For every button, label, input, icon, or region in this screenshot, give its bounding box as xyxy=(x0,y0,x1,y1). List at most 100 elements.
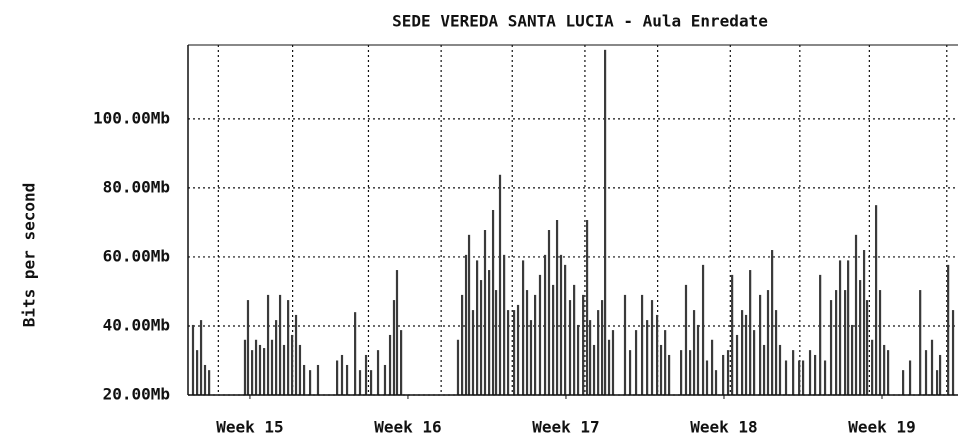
bar xyxy=(395,270,399,395)
bar xyxy=(680,350,683,395)
bar xyxy=(607,339,611,395)
bar xyxy=(628,350,632,395)
bar xyxy=(600,300,604,395)
bar xyxy=(823,360,827,395)
bar xyxy=(871,339,874,395)
bar xyxy=(246,300,250,395)
bar xyxy=(243,339,247,395)
bar xyxy=(275,320,278,395)
bar xyxy=(400,330,403,395)
bar xyxy=(568,300,572,395)
bar xyxy=(710,339,714,395)
bar xyxy=(287,300,290,395)
bar xyxy=(464,254,468,395)
bar xyxy=(930,339,934,395)
bar xyxy=(664,330,667,395)
bar xyxy=(538,274,542,395)
y-tick-label: 20.00Mb xyxy=(103,385,170,404)
bar xyxy=(771,250,774,395)
bar xyxy=(191,324,195,395)
bar xyxy=(667,354,671,395)
bar xyxy=(533,294,537,395)
bar xyxy=(731,274,734,395)
bar xyxy=(714,370,718,395)
bar xyxy=(196,350,199,395)
bar xyxy=(838,260,842,395)
bar xyxy=(766,290,770,395)
bar xyxy=(740,310,744,395)
y-tick-label: 80.00Mb xyxy=(103,177,170,196)
bar xyxy=(316,364,320,395)
bar xyxy=(340,354,344,395)
bar xyxy=(883,344,886,395)
bar xyxy=(559,254,563,395)
bar xyxy=(603,49,607,396)
bar xyxy=(266,294,270,395)
bar xyxy=(582,294,585,395)
bar xyxy=(456,339,460,395)
bar xyxy=(290,334,294,395)
bar xyxy=(258,344,262,395)
bar xyxy=(588,320,592,395)
y-axis-label: Bits per second xyxy=(20,183,39,328)
bar xyxy=(774,310,778,395)
x-tick-label: Week 16 xyxy=(374,418,441,437)
bar xyxy=(354,312,357,395)
bar xyxy=(784,360,788,395)
bar xyxy=(847,260,850,395)
bar xyxy=(358,370,362,395)
x-tick-label: Week 19 xyxy=(848,418,915,437)
bar xyxy=(376,350,380,395)
bar xyxy=(684,284,688,395)
bar xyxy=(512,310,516,395)
bar xyxy=(634,330,638,395)
bar xyxy=(854,234,858,395)
bar xyxy=(308,370,312,395)
x-tick-label: Week 18 xyxy=(690,418,757,437)
bar xyxy=(759,294,762,395)
bar xyxy=(722,354,725,395)
x-tick-label: Week 17 xyxy=(532,418,599,437)
bar xyxy=(471,310,475,395)
bar xyxy=(859,280,862,395)
x-tick-label: Week 15 xyxy=(216,418,283,437)
bar xyxy=(483,230,487,395)
bar xyxy=(726,350,730,395)
bar xyxy=(735,334,739,395)
bar xyxy=(749,270,752,395)
bar xyxy=(364,354,368,395)
bar xyxy=(388,334,392,395)
bar xyxy=(488,270,491,395)
bar xyxy=(692,310,696,395)
bar xyxy=(646,320,649,395)
bar xyxy=(494,290,498,395)
bar xyxy=(902,370,905,395)
bar xyxy=(938,354,942,395)
bar xyxy=(491,209,495,395)
bar xyxy=(203,364,207,395)
bar xyxy=(254,339,258,395)
bar xyxy=(655,314,659,395)
bar xyxy=(336,360,339,395)
bar xyxy=(640,294,644,395)
bar xyxy=(298,344,302,395)
bar xyxy=(294,314,298,395)
y-tick-label: 60.00Mb xyxy=(103,246,170,265)
bar xyxy=(650,300,654,395)
bar xyxy=(270,339,274,395)
bar xyxy=(573,284,576,395)
bar xyxy=(250,350,254,395)
bar xyxy=(623,294,627,395)
bar xyxy=(753,330,756,395)
bar xyxy=(302,364,306,395)
bar xyxy=(908,360,912,395)
bar xyxy=(705,360,709,395)
bar xyxy=(792,350,795,395)
bar xyxy=(199,320,203,395)
bar xyxy=(813,354,817,395)
bar xyxy=(689,350,692,395)
bar xyxy=(467,234,471,395)
bar xyxy=(392,300,396,395)
bar xyxy=(592,344,596,395)
bar xyxy=(516,304,520,395)
